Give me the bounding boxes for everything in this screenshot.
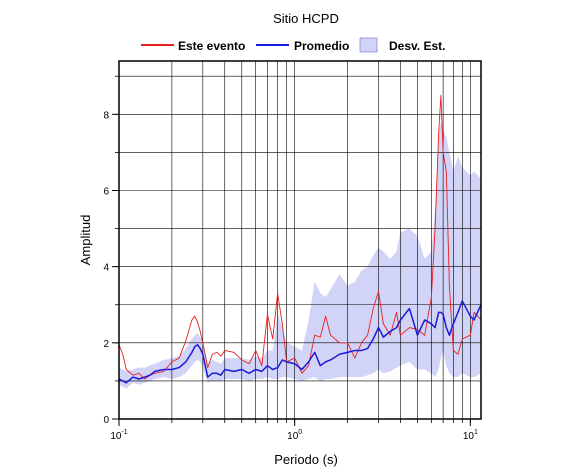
series-layer [118,94,482,384]
chart-title: Sitio HCPD [273,11,339,26]
x-tick-label: 100 [287,429,302,442]
y-tick-label: 4 [103,263,109,274]
legend-label: Este evento [178,39,245,53]
band-layer [119,121,481,389]
y-tick-label: 8 [103,110,109,121]
y-tick-label: 2 [103,339,109,350]
legend-label: Promedio [294,39,349,53]
grid-layer [118,61,481,419]
legend: Este evento Promedio Desv. Est. [141,37,445,53]
std-dev-band [119,121,481,389]
x-tick-label: 10-1 [110,429,127,442]
legend-label: Desv. Est. [389,39,445,53]
plot-frame [118,60,482,420]
plot-area: 0 2 4 6 8 10-1 100 101 [103,60,482,442]
x-tick-label: 101 [463,429,478,442]
ticks-layer: 0 2 4 6 8 10-1 100 101 [103,75,478,442]
y-axis-label: Amplitud [78,215,93,266]
legend-swatch [359,37,378,53]
y-tick-label: 6 [103,186,109,197]
series-line-promedio [118,300,482,384]
x-axis-label: Periodo (s) [274,452,338,467]
y-tick-label: 0 [103,415,109,426]
